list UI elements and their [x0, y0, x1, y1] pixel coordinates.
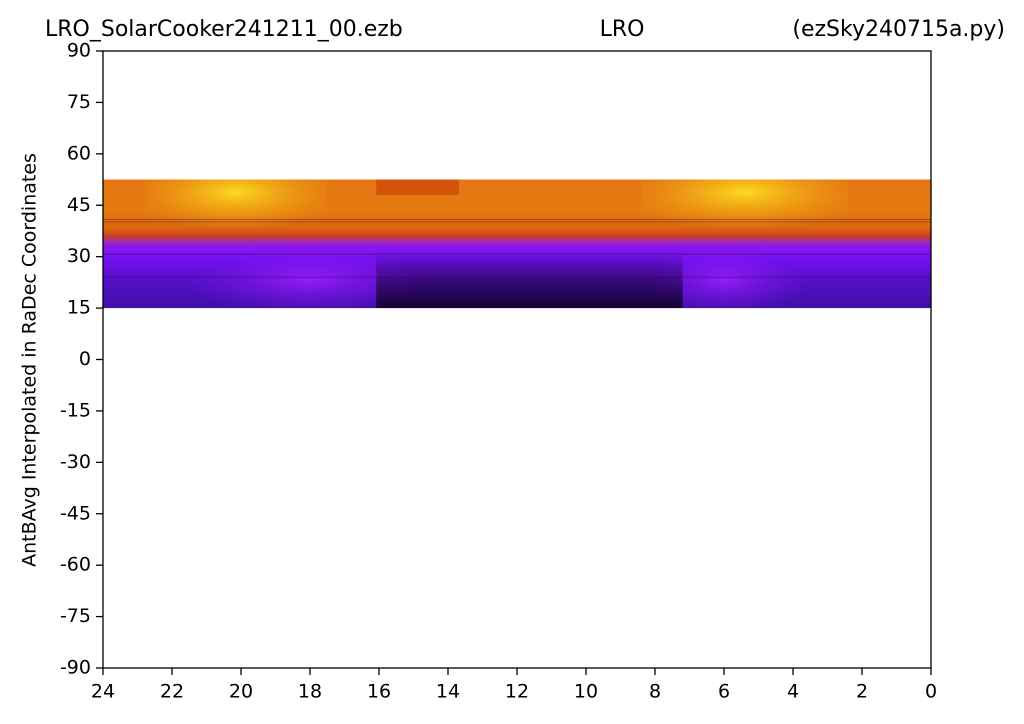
x-tick-label: 16	[367, 681, 391, 703]
y-tick-label: 75	[67, 91, 91, 113]
x-tick-label: 8	[649, 681, 661, 703]
y-tick-label: 60	[67, 142, 91, 164]
title-left: LRO_SolarCooker241211_00.ezb	[45, 17, 403, 42]
x-tick-label: 14	[436, 681, 460, 703]
title-center: LRO	[600, 17, 645, 42]
y-tick-label: 90	[67, 40, 91, 62]
x-tick-label: 24	[91, 681, 115, 703]
x-tick-label: 22	[160, 681, 184, 703]
heat-highlight	[144, 179, 327, 244]
y-tick-label: -60	[60, 554, 91, 576]
heat-shadow	[376, 250, 683, 309]
x-tick-label: 4	[787, 681, 799, 703]
heatmap	[103, 179, 931, 309]
y-tick-label: 0	[79, 348, 91, 370]
y-tick-label: -45	[60, 502, 91, 524]
x-tick-label: 2	[856, 681, 868, 703]
x-tick-label: 0	[925, 681, 937, 703]
x-tick-label: 12	[505, 681, 529, 703]
heat-ridge	[376, 179, 460, 195]
y-tick-label: -30	[60, 451, 91, 473]
y-tick-label: -15	[60, 399, 91, 421]
y-tick-label: -90	[60, 657, 91, 679]
y-tick-label: 45	[67, 194, 91, 216]
y-tick-label: 30	[67, 245, 91, 267]
x-tick-label: 20	[229, 681, 253, 703]
y-tick-label: 15	[67, 297, 91, 319]
plot-frame	[102, 50, 932, 669]
y-tick-label: -75	[60, 605, 91, 627]
y-axis-label: AntBAvg Interpolated in RaDec Coordinate…	[19, 153, 41, 567]
heat-highlight	[641, 179, 849, 244]
x-tick-label: 6	[718, 681, 730, 703]
title-right: (ezSky240715a.py)	[792, 17, 1005, 42]
x-tick-label: 18	[298, 681, 322, 703]
x-tick-label: 10	[574, 681, 598, 703]
